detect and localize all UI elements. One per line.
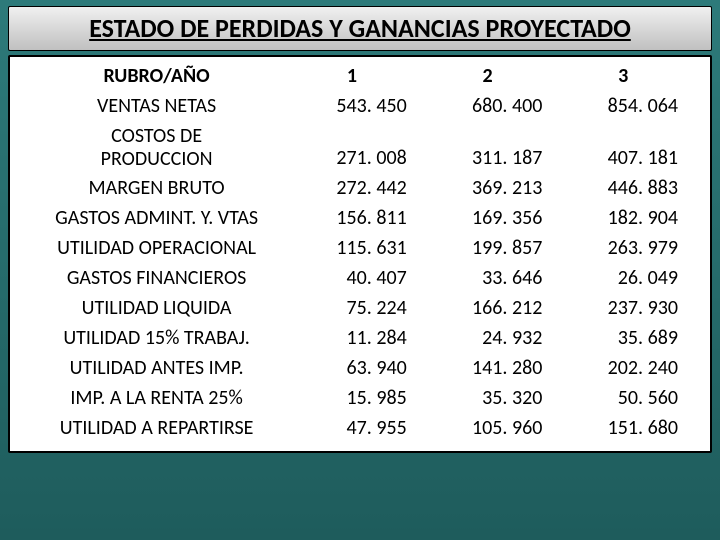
header-label: RUBRO/AÑO xyxy=(20,61,293,91)
row-label: UTILIDAD 15% TRABAJ. xyxy=(20,323,293,353)
cell-value: 369. 213 xyxy=(429,173,565,203)
table-row: UTILIDAD A REPARTIRSE 47. 955 105. 960 1… xyxy=(20,413,700,443)
header-col-3: 3 xyxy=(564,61,700,91)
cell-value: 166. 212 xyxy=(429,293,565,323)
row-label: IMP. A LA RENTA 25% xyxy=(20,383,293,413)
cell-value: 446. 883 xyxy=(564,173,700,203)
cell-value: 272. 442 xyxy=(293,173,429,203)
cell-value: 15. 985 xyxy=(293,383,429,413)
cell-value: 407. 181 xyxy=(564,121,700,173)
header-col-2: 2 xyxy=(429,61,565,91)
table-row: GASTOS FINANCIEROS 40. 407 33. 646 26. 0… xyxy=(20,263,700,293)
table-row: UTILIDAD OPERACIONAL 115. 631 199. 857 2… xyxy=(20,233,700,263)
cell-value: 199. 857 xyxy=(429,233,565,263)
row-label: UTILIDAD A REPARTIRSE xyxy=(20,413,293,443)
cell-value: 543. 450 xyxy=(293,91,429,121)
cell-value: 105. 960 xyxy=(429,413,565,443)
cell-value: 40. 407 xyxy=(293,263,429,293)
cell-value: 33. 646 xyxy=(429,263,565,293)
row-label: UTILIDAD ANTES IMP. xyxy=(20,353,293,383)
cell-value: 11. 284 xyxy=(293,323,429,353)
cell-value: 263. 979 xyxy=(564,233,700,263)
table-row: IMP. A LA RENTA 25% 15. 985 35. 320 50. … xyxy=(20,383,700,413)
cell-value: 75. 224 xyxy=(293,293,429,323)
row-label: UTILIDAD OPERACIONAL xyxy=(20,233,293,263)
cell-value: 35. 689 xyxy=(564,323,700,353)
cell-value: 35. 320 xyxy=(429,383,565,413)
cell-value: 202. 240 xyxy=(564,353,700,383)
table-row: COSTOS DE PRODUCCION 271. 008 311. 187 4… xyxy=(20,121,700,173)
cell-value: 169. 356 xyxy=(429,203,565,233)
cell-value: 151. 680 xyxy=(564,413,700,443)
table-header-row: RUBRO/AÑO 1 2 3 xyxy=(20,61,700,91)
row-label-line1: COSTOS DE xyxy=(111,124,202,148)
row-label: GASTOS ADMINT. Y. VTAS xyxy=(20,203,293,233)
table-row: UTILIDAD 15% TRABAJ. 11. 284 24. 932 35.… xyxy=(20,323,700,353)
table-row: VENTAS NETAS 543. 450 680. 400 854. 064 xyxy=(20,91,700,121)
cell-value: 854. 064 xyxy=(564,91,700,121)
cell-value: 63. 940 xyxy=(293,353,429,383)
cell-value: 50. 560 xyxy=(564,383,700,413)
slide-title: ESTADO DE PERDIDAS Y GANANCIAS PROYECTAD… xyxy=(8,6,712,51)
row-label: VENTAS NETAS xyxy=(20,91,293,121)
cell-value: 182. 904 xyxy=(564,203,700,233)
cell-value: 237. 930 xyxy=(564,293,700,323)
cell-value: 24. 932 xyxy=(429,323,565,353)
row-label: UTILIDAD LIQUIDA xyxy=(20,293,293,323)
cell-value: 271. 008 xyxy=(293,121,429,173)
row-label: MARGEN BRUTO xyxy=(20,173,293,203)
cell-value: 141. 280 xyxy=(429,353,565,383)
cell-value: 115. 631 xyxy=(293,233,429,263)
cell-value: 156. 811 xyxy=(293,203,429,233)
cell-value: 47. 955 xyxy=(293,413,429,443)
table-row: MARGEN BRUTO 272. 442 369. 213 446. 883 xyxy=(20,173,700,203)
table-row: GASTOS ADMINT. Y. VTAS 156. 811 169. 356… xyxy=(20,203,700,233)
cell-value: 311. 187 xyxy=(429,121,565,173)
table-row: UTILIDAD LIQUIDA 75. 224 166. 212 237. 9… xyxy=(20,293,700,323)
header-col-1: 1 xyxy=(293,61,429,91)
financial-table: RUBRO/AÑO 1 2 3 VENTAS NETAS 543. 450 68… xyxy=(20,61,700,443)
financial-table-container: RUBRO/AÑO 1 2 3 VENTAS NETAS 543. 450 68… xyxy=(8,55,712,453)
table-row: UTILIDAD ANTES IMP. 63. 940 141. 280 202… xyxy=(20,353,700,383)
row-label: GASTOS FINANCIEROS xyxy=(20,263,293,293)
cell-value: 680. 400 xyxy=(429,91,565,121)
row-label-line2: PRODUCCION xyxy=(101,147,213,171)
cell-value: 26. 049 xyxy=(564,263,700,293)
row-label: COSTOS DE PRODUCCION xyxy=(20,121,293,173)
